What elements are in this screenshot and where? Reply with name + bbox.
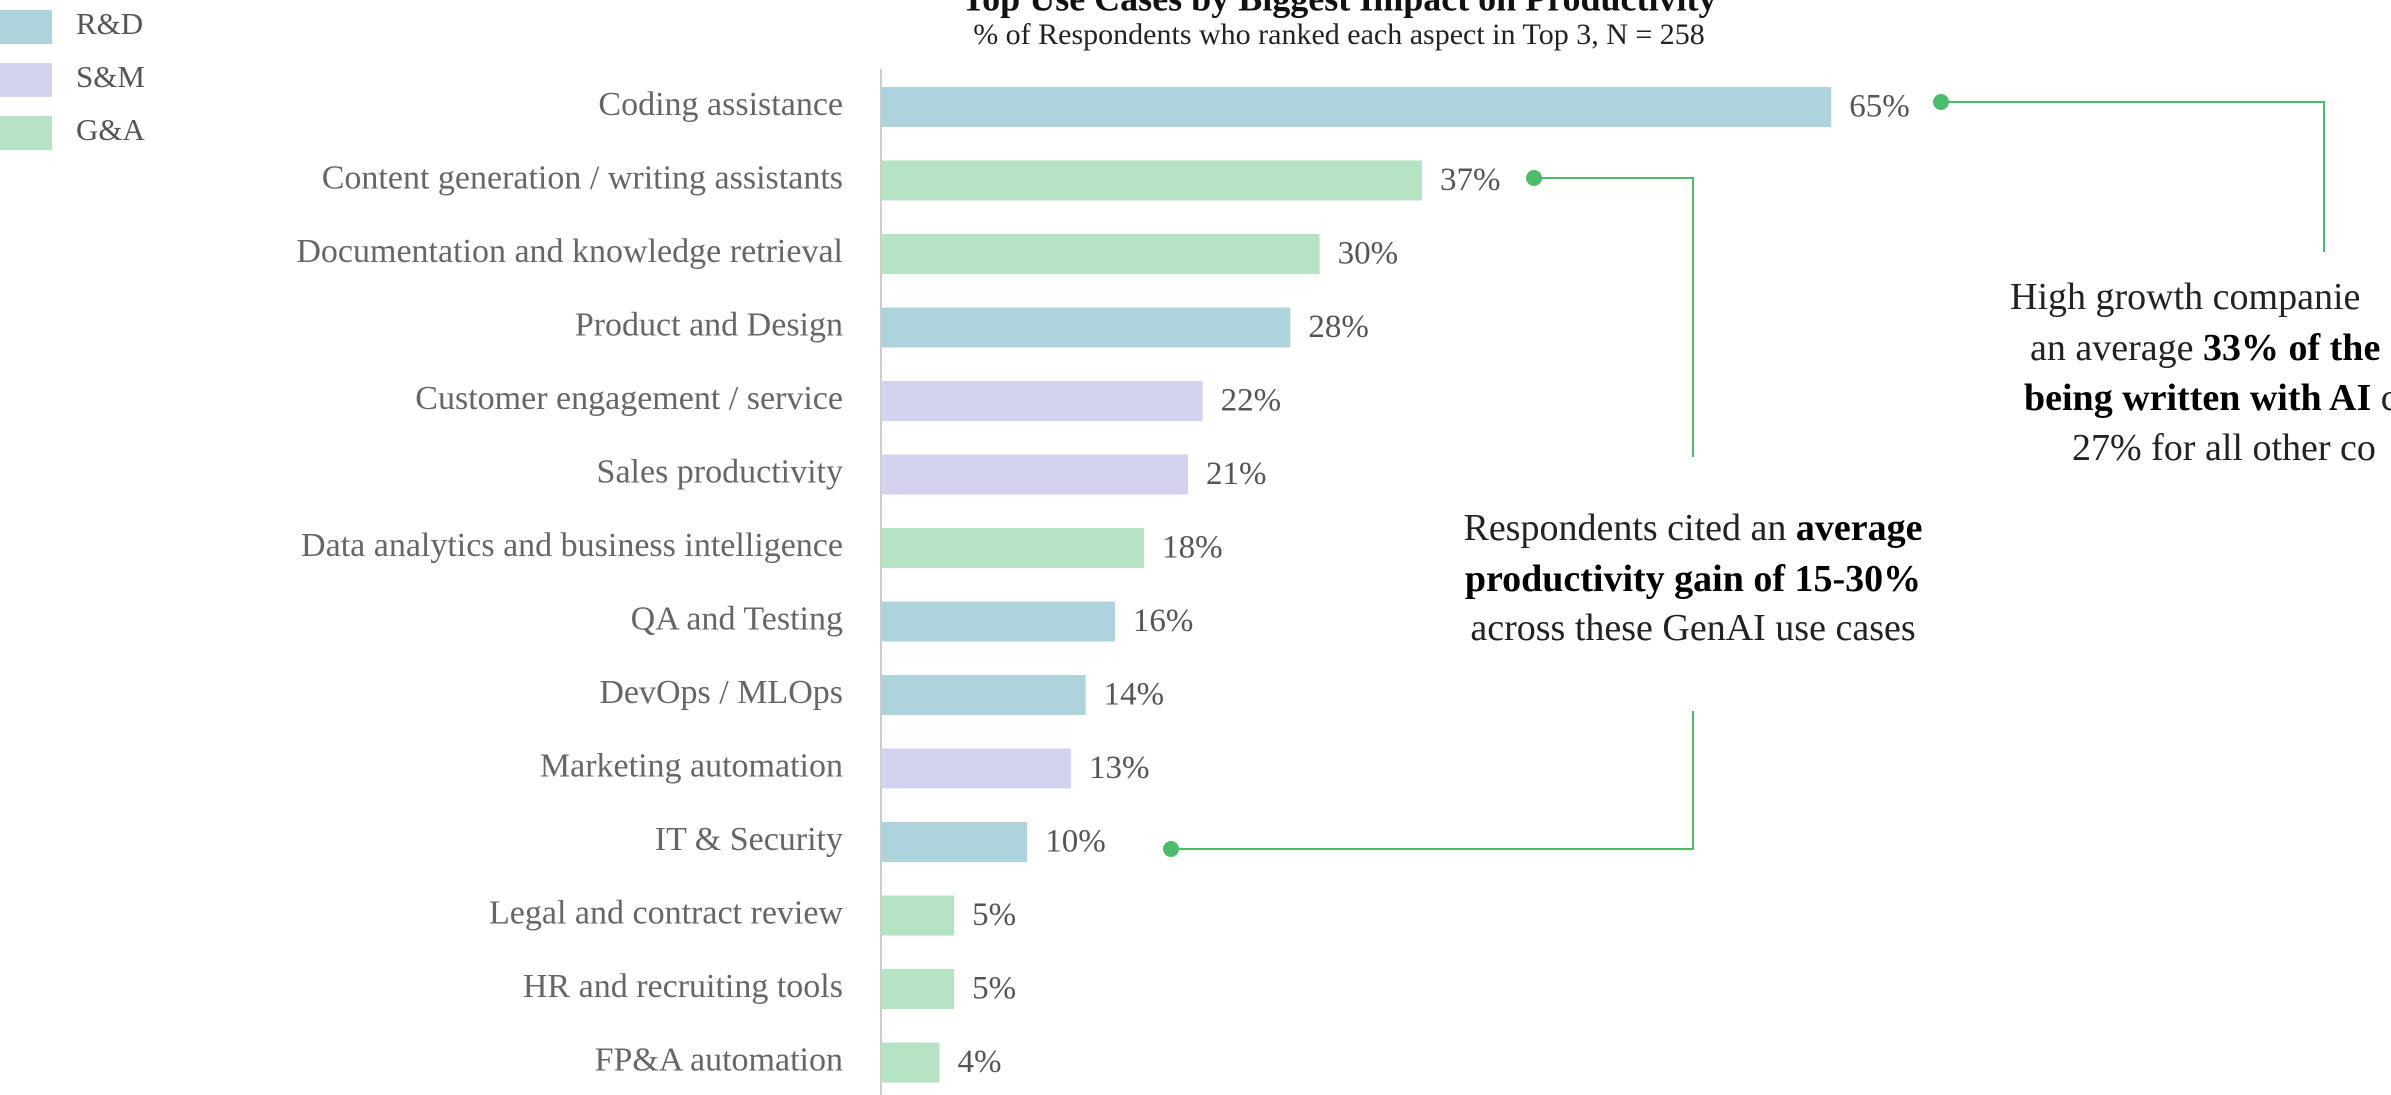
bar — [881, 1042, 940, 1083]
value-label: 65% — [1849, 89, 1910, 125]
value-label: 30% — [1338, 236, 1399, 272]
category-label: Documentation and knowledge retrieval — [296, 233, 843, 270]
value-label: 5% — [972, 971, 1016, 1007]
annotation-segment: Respondents cited an — [1463, 507, 1795, 549]
annotation-segment: across these GenAI use cases — [1470, 607, 1915, 649]
annotation-segment: being written with AI — [2024, 377, 2371, 419]
legend-swatch — [0, 10, 52, 44]
chart-title: Top Use Cases by Biggest Impact on Produ… — [961, 0, 1716, 18]
value-label: 16% — [1133, 603, 1194, 639]
value-label: 28% — [1308, 309, 1369, 345]
bar — [881, 675, 1086, 715]
annotation-connector — [1171, 711, 1694, 850]
value-label: 4% — [957, 1044, 1001, 1080]
annotation-text: productivity gain of 15-30% — [1465, 558, 1921, 600]
bar — [881, 601, 1115, 642]
category-label: Content generation / writing assistants — [322, 159, 843, 196]
annotation-connector — [1534, 177, 1694, 457]
bar — [881, 87, 1832, 127]
annotation-dot — [1933, 94, 1949, 110]
category-label: Coding assistance — [598, 86, 843, 123]
value-label: 22% — [1221, 383, 1282, 419]
legend-swatch — [0, 116, 52, 150]
category-label: Legal and contract review — [489, 894, 843, 931]
value-label: 18% — [1162, 530, 1223, 566]
bar — [881, 160, 1422, 201]
annotation-text: Respondents cited an average — [1463, 507, 1922, 549]
bar — [881, 381, 1203, 421]
category-label: DevOps / MLOps — [599, 674, 843, 711]
category-label: IT & Security — [655, 821, 843, 858]
annotation-text: 27% for all other co — [2072, 427, 2376, 469]
bar — [881, 307, 1291, 348]
bar — [881, 748, 1072, 789]
category-label: Customer engagement / service — [415, 380, 843, 417]
annotation-connector — [1941, 101, 2325, 252]
value-label: 14% — [1104, 677, 1165, 713]
annotation-text: across these GenAI use cases — [1470, 607, 1915, 649]
category-label: Marketing automation — [540, 747, 843, 784]
annotation-dot — [1163, 841, 1179, 857]
legend-label: S&M — [76, 59, 145, 94]
category-label: Sales productivity — [597, 453, 843, 490]
bar — [881, 454, 1189, 495]
category-label: Data analytics and business intelligence — [301, 527, 843, 564]
annotation-text: High growth companie — [2010, 276, 2360, 318]
chart-subtitle: % of Respondents who ranked each aspect … — [973, 18, 1705, 51]
annotation-text: an average 33% of the — [2030, 327, 2380, 369]
value-label: 13% — [1089, 750, 1150, 786]
annotation-segment: High growth companie — [2010, 276, 2360, 318]
legend-swatch — [0, 63, 52, 97]
value-label: 37% — [1440, 162, 1501, 198]
bar — [881, 234, 1320, 274]
annotation-segment: 33% of the — [2203, 327, 2380, 369]
annotation-segment: an average — [2030, 327, 2203, 369]
bar — [881, 528, 1145, 568]
category-label: FP&A automation — [595, 1041, 843, 1078]
annotation-text: being written with AI c — [2024, 377, 2391, 419]
legend-label: R&D — [76, 6, 143, 41]
annotation-segment: average — [1796, 507, 1923, 549]
value-label: 21% — [1206, 456, 1267, 492]
category-label: QA and Testing — [631, 600, 843, 637]
legend-label: G&A — [76, 112, 146, 147]
category-label: Product and Design — [575, 306, 843, 343]
category-label: HR and recruiting tools — [523, 968, 843, 1005]
value-label: 5% — [972, 897, 1016, 933]
bar — [881, 895, 955, 936]
bar — [881, 822, 1028, 862]
annotation-segment: productivity gain of 15-30% — [1465, 558, 1921, 600]
annotation-dot — [1526, 170, 1542, 186]
bar — [881, 969, 955, 1009]
annotation-segment: c — [2371, 377, 2391, 419]
annotation-segment: 27% for all other co — [2072, 427, 2376, 469]
value-label: 10% — [1045, 824, 1106, 860]
